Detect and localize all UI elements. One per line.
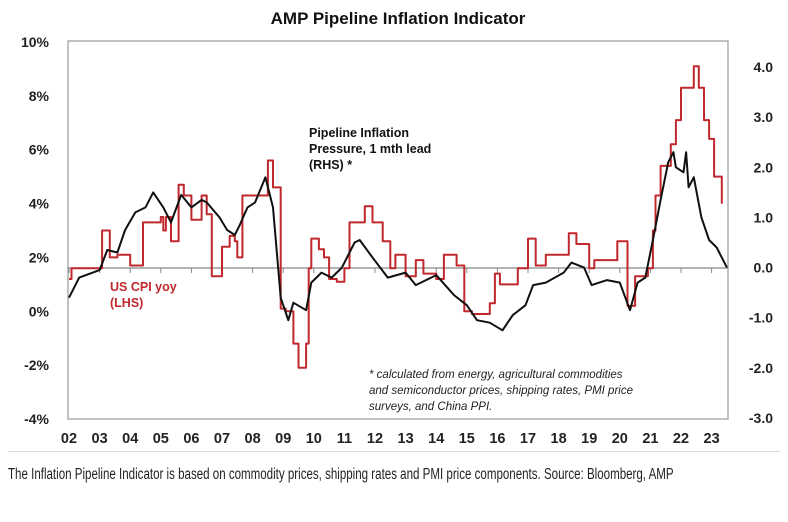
x-tick-label: 16 xyxy=(489,431,505,447)
x-tick-label: 07 xyxy=(214,431,230,447)
plot-frame xyxy=(67,40,729,420)
x-tick-label: 11 xyxy=(337,431,352,447)
x-tick-label: 19 xyxy=(581,431,597,447)
right-tick-label: 3.0 xyxy=(754,109,774,125)
x-tick-label: 12 xyxy=(367,431,383,447)
figure-caption: The Inflation Pipeline Indicator is base… xyxy=(8,466,674,483)
left-tick-label: -2% xyxy=(24,357,49,373)
right-axis: 4.0 3.0 2.0 1.0 0.0 -1.0 -2.0 -3.0 xyxy=(749,59,773,426)
left-tick-label: 8% xyxy=(29,88,50,104)
x-tick-label: 04 xyxy=(122,431,138,447)
x-tick-label: 14 xyxy=(428,431,444,447)
right-tick-label: -3.0 xyxy=(749,410,773,426)
right-tick-label: -2.0 xyxy=(749,360,773,376)
cpi-line xyxy=(69,65,723,369)
x-tick-label: 08 xyxy=(245,431,261,447)
right-tick-label: 2.0 xyxy=(754,159,774,175)
x-tick-label: 17 xyxy=(520,431,536,447)
x-tick-label: 13 xyxy=(398,431,414,447)
x-tick-label: 03 xyxy=(92,431,108,447)
cpi-series-label: US CPI yoy (LHS) xyxy=(110,280,180,310)
left-tick-label: 6% xyxy=(29,142,50,158)
x-tick-label: 23 xyxy=(704,431,720,447)
left-tick-label: -4% xyxy=(24,411,49,427)
series-lines xyxy=(68,65,728,369)
right-tick-label: 4.0 xyxy=(754,59,774,75)
footnote: * calculated from energy, agricultural c… xyxy=(369,369,636,413)
left-tick-label: 4% xyxy=(29,196,50,212)
right-tick-label: 1.0 xyxy=(754,209,774,225)
chart: AMP Pipeline Inflation Indicator 02 03 04 0… xyxy=(21,9,773,447)
right-tick-label: -1.0 xyxy=(749,310,773,326)
x-tick-label: 06 xyxy=(183,431,199,447)
chart-title: AMP Pipeline Inflation Indicator xyxy=(271,9,526,28)
separator xyxy=(8,451,780,452)
left-tick-label: 0% xyxy=(29,303,50,319)
x-axis: 02 03 04 05 06 07 08 09 10 11 12 13 14 15 16 17 18 19 20 21… xyxy=(61,268,720,447)
x-tick-label: 10 xyxy=(306,431,322,447)
pipeline-line xyxy=(68,151,728,332)
x-tick-label: 20 xyxy=(612,431,628,447)
x-tick-label: 09 xyxy=(275,431,291,447)
x-tick-label: 18 xyxy=(551,431,567,447)
x-tick-label: 21 xyxy=(642,431,658,447)
x-tick-label: 02 xyxy=(61,431,77,447)
left-tick-label: 10% xyxy=(21,34,50,50)
x-tick-label: 22 xyxy=(673,431,689,447)
left-tick-label: 2% xyxy=(29,249,50,265)
x-tick-label: 15 xyxy=(459,431,475,447)
right-tick-label: 0.0 xyxy=(754,260,774,276)
left-axis: 10% 8% 6% 4% 2% 0% -2% -4% xyxy=(21,34,50,427)
x-tick-label: 05 xyxy=(153,431,169,447)
pipeline-series-label: Pipeline Inflation Pressure, 1 mth lead … xyxy=(309,126,435,172)
